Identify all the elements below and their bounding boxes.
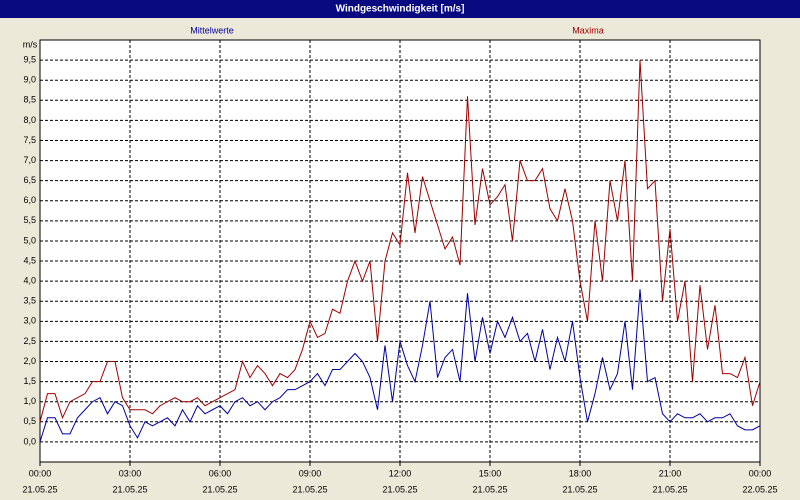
x-tick-date: 22.05.25 <box>742 484 777 494</box>
data-line <box>39 60 761 422</box>
y-tick-label: 1,5 <box>23 376 36 386</box>
x-tick-label: 12:00 <box>389 468 412 478</box>
y-tick-label: 3,0 <box>23 316 36 326</box>
y-tick-label: 9,0 <box>23 75 36 85</box>
y-tick-label: 1,0 <box>23 396 36 406</box>
y-tick-label: 6,0 <box>23 195 36 205</box>
y-tick-label: 8,5 <box>23 95 36 105</box>
x-tick-date: 21.05.25 <box>652 484 687 494</box>
y-tick-label: 8,0 <box>23 115 36 125</box>
x-tick-label: 15:00 <box>479 468 502 478</box>
y-tick-label: 2,0 <box>23 356 36 366</box>
y-tick-label: 0,0 <box>23 436 36 446</box>
x-tick-label: 03:00 <box>119 468 142 478</box>
data-line <box>39 289 761 443</box>
x-tick-date: 21.05.25 <box>22 484 57 494</box>
chart-title: Windgeschwindigkeit [m/s] <box>336 4 465 15</box>
y-tick-label: 5,0 <box>23 235 36 245</box>
x-tick-date: 21.05.25 <box>202 484 237 494</box>
y-tick-label: 5,5 <box>23 215 36 225</box>
y-tick-label: 6,5 <box>23 175 36 185</box>
x-tick-date: 21.05.25 <box>112 484 147 494</box>
legend-label: Maxima <box>572 25 604 35</box>
x-tick-label: 00:00 <box>29 468 52 478</box>
y-tick-label: 3,5 <box>23 296 36 306</box>
x-tick-label: 00:00 <box>749 468 772 478</box>
x-tick-date: 21.05.25 <box>562 484 597 494</box>
title-bar <box>0 0 800 18</box>
y-tick-label: 4,5 <box>23 255 36 265</box>
x-tick-date: 21.05.25 <box>382 484 417 494</box>
y-tick-label: 9,5 <box>23 54 36 64</box>
y-tick-label: 4,0 <box>23 276 36 286</box>
y-unit: m/s <box>23 39 38 49</box>
y-tick-label: 2,5 <box>23 336 36 346</box>
x-tick-label: 09:00 <box>299 468 322 478</box>
x-tick-label: 21:00 <box>659 468 682 478</box>
x-tick-label: 06:00 <box>209 468 232 478</box>
x-tick-label: 18:00 <box>569 468 592 478</box>
legend-label: Mittelwerte <box>190 25 234 35</box>
y-tick-label: 0,5 <box>23 416 36 426</box>
y-tick-label: 7,0 <box>23 155 36 165</box>
x-tick-date: 21.05.25 <box>292 484 327 494</box>
y-tick-label: 7,5 <box>23 135 36 145</box>
x-tick-date: 21.05.25 <box>472 484 507 494</box>
